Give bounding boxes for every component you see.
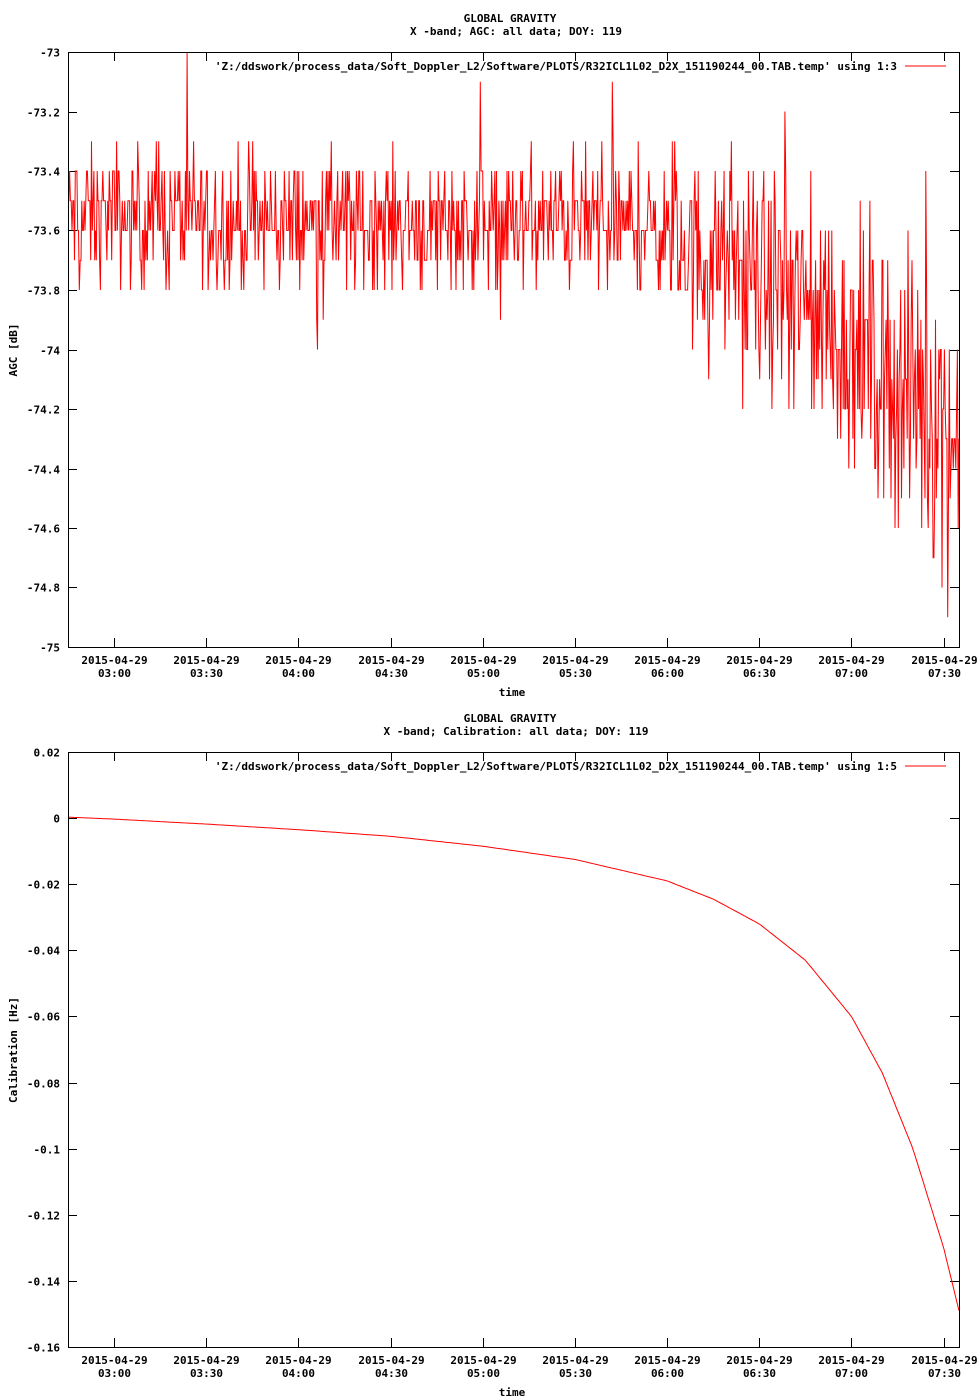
x-tick-label-time: 03:30 [190, 667, 223, 680]
chart-title: GLOBAL GRAVITY [464, 12, 557, 25]
y-tick-label: -73.8 [27, 285, 60, 298]
plot-frame [68, 52, 960, 648]
x-tick-label-date: 2015-04-29 [726, 1354, 792, 1367]
x-axis-label: time [499, 686, 526, 699]
x-tick-label-date: 2015-04-29 [81, 654, 147, 667]
x-tick-label-time: 04:00 [282, 667, 315, 680]
x-tick-label-date: 2015-04-29 [265, 654, 331, 667]
x-tick-label-time: 07:30 [928, 667, 961, 680]
y-tick-label: 0.02 [34, 747, 61, 760]
x-tick-label-time: 06:00 [651, 1367, 684, 1380]
x-tick-label-date: 2015-04-29 [265, 1354, 331, 1367]
x-tick-label-date: 2015-04-29 [634, 654, 700, 667]
x-tick-label-date: 2015-04-29 [542, 654, 608, 667]
x-tick-label-time: 05:00 [467, 667, 500, 680]
tick-labels: 0.02 0 -0.02 -0.04 -0.06 -0.08 -0.1 -0.12 -0.14 -… [27, 747, 978, 1381]
x-tick-label-date: 2015-04-29 [450, 654, 516, 667]
x-axis-label: time [499, 1386, 526, 1399]
x-tick-label-date: 2015-04-29 [818, 654, 884, 667]
y-tick-label: -0.06 [27, 1011, 60, 1024]
y-tick-label: -75 [40, 642, 60, 655]
y-tick-label: -0.04 [27, 945, 60, 958]
x-tick-label-date: 2015-04-29 [358, 1354, 424, 1367]
x-tick-label-time: 06:30 [743, 667, 776, 680]
x-tick-label-date: 2015-04-29 [450, 1354, 516, 1367]
y-tick-label: 0 [53, 813, 60, 826]
y-tick-label: -74.2 [27, 404, 60, 417]
y-tick-label: -73.6 [27, 225, 60, 238]
x-tick-label-date: 2015-04-29 [911, 654, 977, 667]
axis-ticks [68, 752, 959, 1348]
x-tick-label-time: 04:30 [375, 667, 408, 680]
plot-frame [68, 752, 960, 1348]
x-tick-label-time: 05:30 [559, 667, 592, 680]
x-tick-label-time: 04:00 [282, 1367, 315, 1380]
y-tick-label: -74.4 [27, 464, 60, 477]
x-tick-label-date: 2015-04-29 [81, 1354, 147, 1367]
y-tick-label: -0.02 [27, 879, 60, 892]
axis-ticks [68, 52, 959, 648]
y-tick-label: -0.12 [27, 1210, 60, 1223]
calibration-chart: GLOBAL GRAVITY X -band; Calibration: all… [7, 712, 978, 1399]
y-tick-label: -73.2 [27, 107, 60, 120]
x-tick-label-date: 2015-04-29 [173, 1354, 239, 1367]
chart-title: GLOBAL GRAVITY [464, 712, 557, 725]
agc-chart: GLOBAL GRAVITY X -band; AGC: all data; D… [7, 12, 978, 699]
x-tick-label-date: 2015-04-29 [542, 1354, 608, 1367]
legend-label: 'Z:/ddswork/process_data/Soft_Doppler_L2… [215, 60, 897, 73]
y-tick-label: -74 [40, 345, 60, 358]
chart-subtitle: X -band; AGC: all data; DOY: 119 [410, 25, 622, 38]
series-line [68, 51, 960, 618]
y-tick-label: -73.4 [27, 166, 60, 179]
x-tick-label-time: 07:00 [835, 1367, 868, 1380]
x-tick-label-date: 2015-04-29 [358, 654, 424, 667]
x-tick-label-date: 2015-04-29 [173, 654, 239, 667]
y-tick-label: -0.08 [27, 1078, 60, 1091]
y-tick-label: -0.16 [27, 1342, 60, 1355]
series-line [67, 816, 960, 1311]
x-tick-label-time: 07:00 [835, 667, 868, 680]
x-tick-label-time: 05:00 [467, 1367, 500, 1380]
x-tick-label-time: 06:30 [743, 1367, 776, 1380]
y-tick-label: -74.6 [27, 523, 60, 536]
y-tick-label: -0.14 [27, 1276, 60, 1289]
y-tick-label: -74.8 [27, 582, 60, 595]
x-tick-label-time: 07:30 [928, 1367, 961, 1380]
x-tick-label-date: 2015-04-29 [634, 1354, 700, 1367]
tick-labels: -73 -73.2 -73.4 -73.6 -73.8 -74 -74.2 -74.4 -74.… [27, 47, 978, 681]
x-tick-label-time: 05:30 [559, 1367, 592, 1380]
y-tick-label: -73 [40, 47, 60, 60]
x-tick-label-date: 2015-04-29 [911, 1354, 977, 1367]
x-tick-label-time: 06:00 [651, 667, 684, 680]
x-tick-label-time: 03:00 [98, 1367, 131, 1380]
x-tick-label-time: 04:30 [375, 1367, 408, 1380]
y-tick-label: -0.1 [34, 1144, 61, 1157]
x-tick-label-time: 03:00 [98, 667, 131, 680]
legend-label: 'Z:/ddswork/process_data/Soft_Doppler_L2… [215, 760, 897, 773]
x-tick-label-date: 2015-04-29 [726, 654, 792, 667]
chart-subtitle: X -band; Calibration: all data; DOY: 119 [384, 725, 649, 738]
x-tick-label-date: 2015-04-29 [818, 1354, 884, 1367]
y-axis-label: AGC [dB] [7, 324, 20, 377]
x-tick-label-time: 03:30 [190, 1367, 223, 1380]
y-axis-label: Calibration [Hz] [7, 997, 20, 1103]
